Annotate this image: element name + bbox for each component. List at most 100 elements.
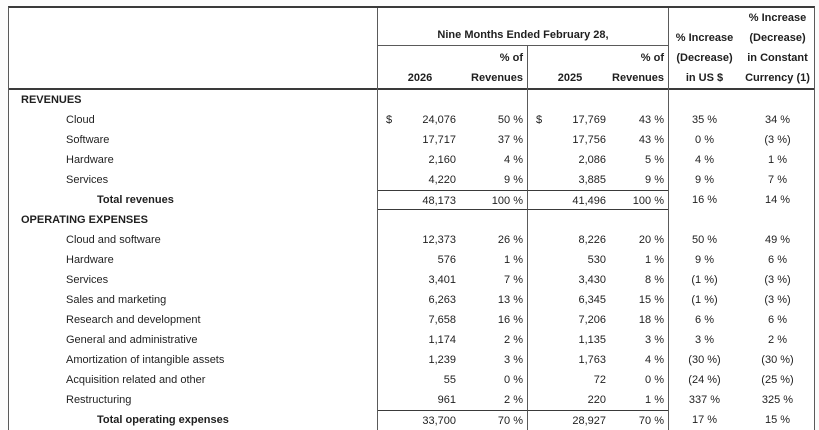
pct-of-revenues-2025: 1 %: [645, 254, 664, 266]
table-row: Sales and marketing 6,263 13 % 6,345 15 …: [9, 290, 814, 310]
amount-2026: 33,700: [422, 415, 456, 427]
pct-of-revenues-2026: 37 %: [497, 134, 523, 146]
pct-of-revenues-2025: 0 %: [645, 374, 664, 386]
value-2026: $ 24,076: [378, 110, 462, 130]
pct-increase-constant-currency: [740, 90, 815, 110]
table-header: Nine Months Ended February 28, 2026 % of…: [9, 8, 814, 92]
table-body: REVENUES Cloud $ 24,076 50 % $ 17,769 43…: [9, 90, 814, 430]
value-2026: 48,173: [378, 190, 462, 210]
value-2026: 55: [378, 370, 462, 390]
pct-of-revenues-2026: 50 %: [497, 114, 523, 126]
pct-of-revenues-2025: 43 %: [638, 134, 664, 146]
header-year-2025: 2025: [527, 46, 612, 92]
table-row: Services 3,401 7 % 3,430 8 % (1 %) (3 %): [9, 270, 814, 290]
financial-statement-table: Nine Months Ended February 28, 2026 % of…: [8, 6, 815, 430]
pct-increase-constant-currency: 6 %: [768, 314, 787, 326]
pct-of-revenues-2026: 3 %: [504, 354, 523, 366]
amount-2026: 576: [437, 254, 456, 266]
pct-of-revenues-2026: 4 %: [504, 154, 523, 166]
pct-of-revenues-2025: 15 %: [638, 294, 664, 306]
amount-2025: 1,135: [578, 334, 606, 346]
value-2025: 41,496: [527, 190, 612, 210]
pct-increase-constant-currency: 325 %: [761, 394, 794, 406]
value-2025: 3,885: [527, 170, 612, 190]
amount-2026: 1,174: [428, 334, 456, 346]
value-2026: 17,717: [378, 130, 462, 150]
row-label: General and administrative: [9, 330, 378, 350]
amount-2026: 24,076: [422, 114, 456, 126]
row-label: Acquisition related and other: [9, 370, 378, 390]
value-2026: 3,401: [378, 270, 462, 290]
value-2025: 8,226: [527, 230, 612, 250]
amount-2026: 961: [437, 394, 456, 406]
row-label: REVENUES: [9, 90, 378, 110]
pct-of-revenues-2026: 70 %: [462, 410, 527, 430]
pct-increase-constant-currency: 7 %: [768, 174, 787, 186]
amount-2025: 530: [587, 254, 606, 266]
pct-of-revenues-2025: 1 %: [645, 394, 664, 406]
table-row: OPERATING EXPENSES: [9, 210, 814, 230]
pct-of-revenues-2026: 100 %: [462, 190, 527, 210]
table-row: General and administrative 1,174 2 % 1,1…: [9, 330, 814, 350]
row-label: Hardware: [9, 250, 378, 270]
pct-increase-constant-currency: 6 %: [768, 254, 787, 266]
value-2025: 2,086: [527, 150, 612, 170]
pct-of-revenues-2026: [462, 210, 527, 230]
pct-increase-usd: 9 %: [668, 170, 740, 190]
pct-increase-constant-currency: (3 %): [764, 274, 791, 286]
row-label: Sales and marketing: [9, 290, 378, 310]
pct-of-revenues-2025: [612, 90, 668, 110]
pct-increase-usd: [668, 210, 740, 230]
pct-of-revenues-2026: 2 %: [504, 334, 523, 346]
value-2025: 7,206: [527, 310, 612, 330]
pct-increase-constant-currency: (3 %): [764, 294, 791, 306]
pct-of-revenues-2026: 1 %: [504, 254, 523, 266]
pct-increase-usd: 9 %: [668, 250, 740, 270]
header-subcolumns: 2026 % of Revenues 2025 % of Revenues: [378, 46, 668, 92]
value-2026: 4,220: [378, 170, 462, 190]
pct-of-revenues-2026: 13 %: [497, 294, 523, 306]
pct-increase-constant-currency: 34 %: [764, 114, 791, 126]
pct-of-revenues-2025: 18 %: [638, 314, 664, 326]
header-group-nine-months: Nine Months Ended February 28, 2026 % of…: [378, 8, 668, 92]
amount-2025: 220: [587, 394, 606, 406]
table-row: Amortization of intangible assets 1,239 …: [9, 350, 814, 370]
table-row: Restructuring 961 2 % 220 1 % 337 % 325 …: [9, 390, 814, 410]
table-row: Hardware 576 1 % 530 1 % 9 % 6 %: [9, 250, 814, 270]
row-label: Total revenues: [9, 190, 378, 210]
amount-2026: 48,173: [422, 195, 456, 207]
pct-increase-constant-currency: 14 %: [764, 194, 791, 206]
pct-of-revenues-2025: 4 %: [645, 354, 664, 366]
row-label: Amortization of intangible assets: [9, 350, 378, 370]
pct-increase-usd: (1 %): [668, 270, 740, 290]
amount-2025: 17,769: [572, 114, 606, 126]
value-2025: 3,430: [527, 270, 612, 290]
value-2026: 2,160: [378, 150, 462, 170]
pct-increase-usd: (24 %): [668, 370, 740, 390]
pct-of-revenues-2025: 20 %: [638, 234, 664, 246]
amount-2026: 7,658: [428, 314, 456, 326]
table-row: Services 4,220 9 % 3,885 9 % 9 % 7 %: [9, 170, 814, 190]
value-2026: 12,373: [378, 230, 462, 250]
pct-increase-usd: (1 %): [668, 290, 740, 310]
pct-of-revenues-2026: 0 %: [504, 374, 523, 386]
amount-2026: 6,263: [428, 294, 456, 306]
pct-of-revenues-2026: 2 %: [504, 394, 523, 406]
amount-2025: 2,086: [578, 154, 606, 166]
pct-of-revenues-2026: [462, 90, 527, 110]
value-2025: $ 17,769: [527, 110, 612, 130]
header-pct-increase-usd: % Increase (Decrease) in US $: [668, 8, 740, 92]
value-2026: 576: [378, 250, 462, 270]
pct-of-revenues-2025: 5 %: [645, 154, 664, 166]
pct-increase-usd: 0 %: [668, 130, 740, 150]
dollar-sign: $: [386, 114, 393, 126]
value-2026: 7,658: [378, 310, 462, 330]
value-2026: 1,174: [378, 330, 462, 350]
pct-increase-constant-currency: 15 %: [764, 414, 791, 426]
row-label: Cloud: [9, 110, 378, 130]
pct-increase-constant-currency: 1 %: [768, 154, 787, 166]
value-2025: 220: [527, 390, 612, 410]
value-2025: 28,927: [527, 410, 612, 430]
pct-increase-constant-currency: 49 %: [764, 234, 791, 246]
value-2025: 17,756: [527, 130, 612, 150]
